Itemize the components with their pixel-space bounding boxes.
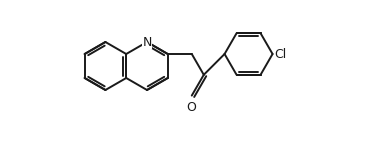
Text: N: N <box>142 36 152 48</box>
Text: O: O <box>186 100 196 114</box>
Text: Cl: Cl <box>275 48 287 60</box>
